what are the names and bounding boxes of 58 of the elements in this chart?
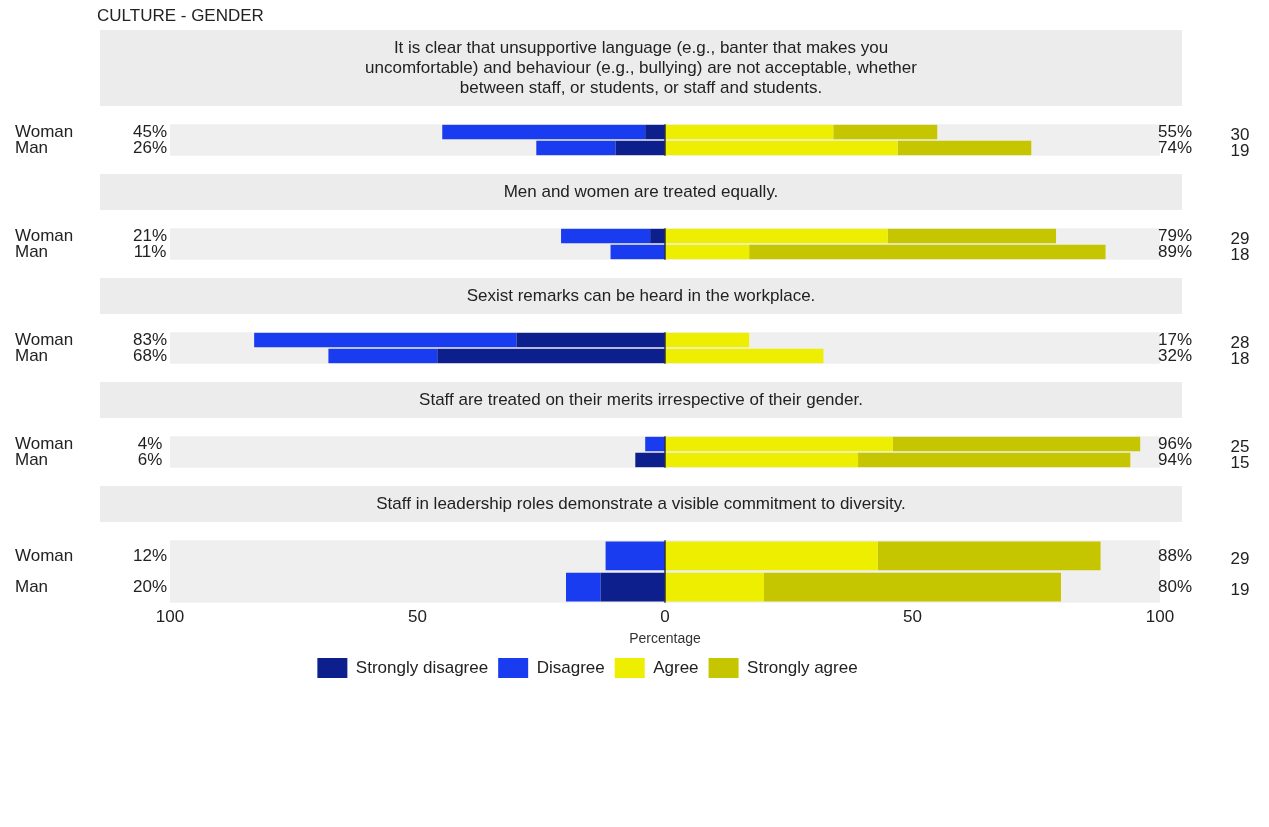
chart-title: Staff are treated on their merits irrespective of their gender. xyxy=(100,382,1182,418)
annotation: 80% xyxy=(1157,576,1193,596)
bar xyxy=(665,348,824,364)
bar xyxy=(561,228,651,244)
bar xyxy=(665,244,750,260)
x-tick-label: 50 xyxy=(903,606,922,626)
chart-title: Men and women are treated equally. xyxy=(100,174,1182,210)
bar xyxy=(749,244,1106,260)
chart-title: CULTURE - GENDER xyxy=(96,5,265,27)
x-tick-label: 100 xyxy=(155,606,185,626)
bar xyxy=(887,228,1057,244)
bar xyxy=(442,124,646,140)
y-tick-label: Woman xyxy=(15,545,74,565)
bar xyxy=(858,452,1131,468)
legend-label: Agree xyxy=(653,657,699,677)
bar xyxy=(665,332,750,348)
bar xyxy=(645,124,665,140)
chart-title: Staff in leadership roles demonstrate a visible commitment to diversity. xyxy=(100,486,1182,522)
x-axis-title: Percentage xyxy=(629,630,702,647)
bar xyxy=(635,452,665,468)
x-tick-label: 100 xyxy=(1145,606,1175,626)
bar xyxy=(665,436,893,452)
bar xyxy=(610,244,665,260)
bar xyxy=(665,572,764,602)
bar xyxy=(650,228,665,244)
bar xyxy=(665,140,898,156)
chart-subtitle: It is clear that unsupportive language (e.g., banter that makes you uncomfortable) and behaviour (e.g., bullying) are not acceptable, whether between staff, or students, or staff and students. xyxy=(100,30,1182,106)
bar xyxy=(897,140,1032,156)
chart-title: Sexist remarks can be heard in the workplace. xyxy=(100,278,1182,314)
bar xyxy=(328,348,438,364)
bar xyxy=(645,436,665,452)
bar xyxy=(665,124,834,140)
legend-label: Disagree xyxy=(536,657,605,677)
bar xyxy=(665,541,878,571)
bar xyxy=(254,332,517,348)
bar xyxy=(665,452,859,468)
bar xyxy=(566,572,601,602)
text: 29 xyxy=(1230,548,1250,568)
annotation: 88% xyxy=(1157,545,1193,565)
bar xyxy=(600,572,665,602)
x-tick-label: 0 xyxy=(660,606,670,626)
bar xyxy=(877,541,1101,571)
legend-label: Strongly agree xyxy=(747,657,858,677)
text: 12% xyxy=(132,545,168,565)
y-tick-label: Man xyxy=(15,576,49,596)
legend-label: Strongly disagree xyxy=(355,657,489,677)
bar xyxy=(665,228,888,244)
x-tick-label: 50 xyxy=(408,606,427,626)
bar xyxy=(892,436,1141,452)
bar xyxy=(516,332,665,348)
bar xyxy=(437,348,665,364)
bar xyxy=(615,140,665,156)
bar xyxy=(833,124,938,140)
bar xyxy=(764,572,1061,602)
text: 19 xyxy=(1230,579,1250,599)
bar xyxy=(536,140,616,156)
bar xyxy=(605,541,665,571)
text: 20% xyxy=(132,576,168,596)
